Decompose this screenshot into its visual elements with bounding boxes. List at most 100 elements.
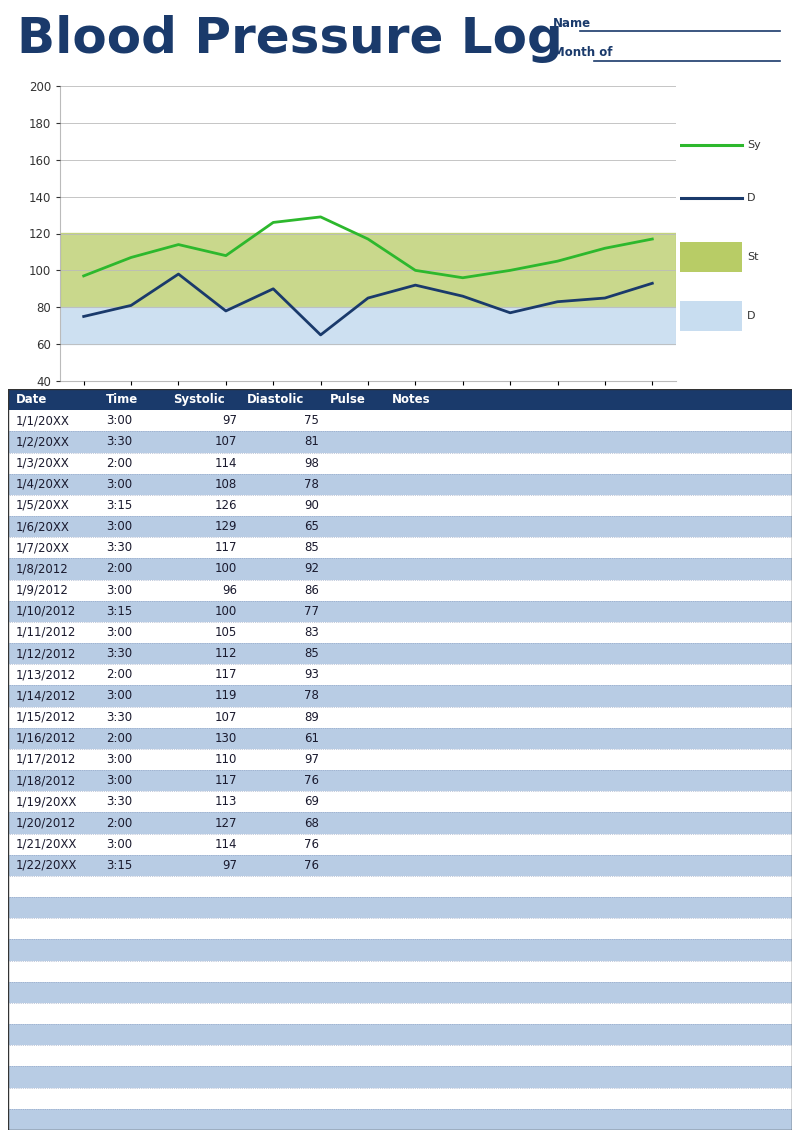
Text: 2:00: 2:00	[106, 562, 132, 575]
FancyBboxPatch shape	[8, 411, 792, 431]
FancyBboxPatch shape	[8, 621, 792, 643]
FancyBboxPatch shape	[8, 982, 792, 1002]
Text: 1/10/2012: 1/10/2012	[16, 604, 76, 618]
Text: 3:00: 3:00	[106, 584, 132, 596]
FancyBboxPatch shape	[8, 389, 792, 411]
Text: 1/17/2012: 1/17/2012	[16, 753, 76, 765]
Text: 2:00: 2:00	[106, 457, 132, 469]
Text: Diastolic: Diastolic	[247, 393, 305, 406]
Text: 1/9/2012: 1/9/2012	[16, 584, 69, 596]
Text: 90: 90	[304, 499, 319, 511]
FancyBboxPatch shape	[8, 706, 792, 728]
FancyBboxPatch shape	[8, 601, 792, 621]
Text: 1/6/20XX: 1/6/20XX	[16, 521, 70, 533]
Text: 130: 130	[214, 731, 237, 745]
Text: 107: 107	[214, 711, 237, 723]
Text: 1/14/2012: 1/14/2012	[16, 689, 76, 702]
Text: 2:00: 2:00	[106, 816, 132, 829]
Text: 1/19/20XX: 1/19/20XX	[16, 795, 78, 809]
Text: 93: 93	[304, 668, 319, 682]
Text: Month of: Month of	[553, 46, 612, 59]
FancyBboxPatch shape	[8, 1024, 792, 1046]
Text: 89: 89	[304, 711, 319, 723]
Text: 3:15: 3:15	[106, 604, 132, 618]
FancyBboxPatch shape	[8, 875, 792, 897]
Text: 3:00: 3:00	[106, 414, 132, 428]
Bar	[60, 234, 676, 307]
Text: 117: 117	[214, 668, 237, 682]
Text: 3:00: 3:00	[106, 689, 132, 702]
Text: 83: 83	[305, 626, 319, 638]
Text: Systolic: Systolic	[173, 393, 224, 406]
FancyBboxPatch shape	[8, 770, 792, 792]
Text: 76: 76	[304, 775, 319, 787]
Text: 126: 126	[214, 499, 237, 511]
FancyBboxPatch shape	[8, 538, 792, 558]
Text: 3:00: 3:00	[106, 753, 132, 765]
Text: 76: 76	[304, 838, 319, 850]
Text: Time: Time	[106, 393, 138, 406]
Text: Name: Name	[553, 17, 591, 31]
Text: 85: 85	[305, 648, 319, 660]
Text: 119: 119	[214, 689, 237, 702]
FancyBboxPatch shape	[8, 748, 792, 770]
Text: 61: 61	[304, 731, 319, 745]
Text: 76: 76	[304, 858, 319, 872]
Text: Blood Pressure Log: Blood Pressure Log	[18, 16, 563, 64]
Text: 1/12/2012: 1/12/2012	[16, 648, 76, 660]
Text: 97: 97	[304, 753, 319, 765]
Text: 105: 105	[214, 626, 237, 638]
FancyBboxPatch shape	[680, 243, 742, 272]
FancyBboxPatch shape	[8, 1002, 792, 1024]
FancyBboxPatch shape	[8, 939, 792, 960]
Text: 78: 78	[304, 477, 319, 491]
FancyBboxPatch shape	[8, 728, 792, 748]
FancyBboxPatch shape	[8, 558, 792, 579]
FancyBboxPatch shape	[8, 897, 792, 919]
Text: 1/3/20XX: 1/3/20XX	[16, 457, 70, 469]
Text: 1/15/2012: 1/15/2012	[16, 711, 76, 723]
Text: Pulse: Pulse	[330, 393, 366, 406]
Text: 78: 78	[304, 689, 319, 702]
Text: 97: 97	[222, 414, 237, 428]
Text: 85: 85	[305, 541, 319, 555]
FancyBboxPatch shape	[8, 431, 792, 452]
FancyBboxPatch shape	[8, 1088, 792, 1109]
Text: 3:00: 3:00	[106, 775, 132, 787]
Text: 1/18/2012: 1/18/2012	[16, 775, 76, 787]
Text: 114: 114	[214, 838, 237, 850]
Text: 2:00: 2:00	[106, 668, 132, 682]
Text: 1/7/20XX: 1/7/20XX	[16, 541, 70, 555]
Text: 100: 100	[214, 604, 237, 618]
FancyBboxPatch shape	[8, 1109, 792, 1129]
FancyBboxPatch shape	[8, 919, 792, 939]
Text: 1/5/20XX: 1/5/20XX	[16, 499, 70, 511]
Text: 3:00: 3:00	[106, 477, 132, 491]
Text: 117: 117	[214, 775, 237, 787]
Text: 3:30: 3:30	[106, 541, 132, 555]
FancyBboxPatch shape	[680, 302, 742, 331]
Text: 108: 108	[214, 477, 237, 491]
FancyBboxPatch shape	[8, 643, 792, 665]
Text: 117: 117	[214, 541, 237, 555]
Text: 68: 68	[304, 816, 319, 829]
Text: 107: 107	[214, 435, 237, 448]
Text: 3:00: 3:00	[106, 838, 132, 850]
Text: Sy: Sy	[747, 139, 761, 150]
Text: 1/13/2012: 1/13/2012	[16, 668, 76, 682]
FancyBboxPatch shape	[8, 516, 792, 538]
FancyBboxPatch shape	[8, 792, 792, 812]
FancyBboxPatch shape	[8, 579, 792, 601]
Text: 1/16/2012: 1/16/2012	[16, 731, 76, 745]
Text: 69: 69	[304, 795, 319, 809]
Text: 2:00: 2:00	[106, 731, 132, 745]
FancyBboxPatch shape	[8, 685, 792, 706]
Text: 81: 81	[304, 435, 319, 448]
FancyBboxPatch shape	[8, 960, 792, 982]
Text: D: D	[747, 311, 756, 321]
Text: 112: 112	[214, 648, 237, 660]
Text: 3:30: 3:30	[106, 795, 132, 809]
FancyBboxPatch shape	[8, 665, 792, 685]
Text: 1/11/2012: 1/11/2012	[16, 626, 76, 638]
Text: 3:15: 3:15	[106, 858, 132, 872]
